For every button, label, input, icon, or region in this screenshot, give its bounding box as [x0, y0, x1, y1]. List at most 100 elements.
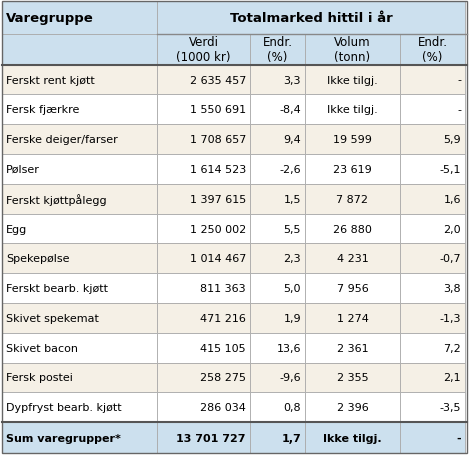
Text: 13 701 727: 13 701 727 — [176, 433, 246, 443]
Text: -5,1: -5,1 — [439, 165, 461, 175]
Text: -9,6: -9,6 — [280, 373, 301, 383]
Bar — [2, 95, 157, 125]
Text: Spekepølse: Spekepølse — [6, 254, 69, 264]
Bar — [305, 125, 400, 155]
Text: 5,5: 5,5 — [283, 224, 301, 234]
Bar — [2, 2, 157, 35]
Text: 5,0: 5,0 — [283, 283, 301, 293]
Bar — [157, 244, 250, 273]
Text: 1 274: 1 274 — [337, 313, 369, 323]
Bar — [250, 35, 305, 66]
Bar — [2, 214, 157, 244]
Text: 5,9: 5,9 — [443, 135, 461, 145]
Bar — [250, 363, 305, 393]
Bar — [157, 95, 250, 125]
Text: Endr.
(%): Endr. (%) — [417, 36, 447, 64]
Bar — [400, 303, 465, 333]
Text: Verdi
(1000 kr): Verdi (1000 kr) — [176, 36, 231, 64]
Bar — [250, 244, 305, 273]
Bar — [157, 184, 250, 214]
Text: 7 872: 7 872 — [336, 194, 369, 204]
Bar — [305, 273, 400, 303]
Text: 258 275: 258 275 — [200, 373, 246, 383]
Text: 1,7: 1,7 — [281, 433, 301, 443]
Text: 23 619: 23 619 — [333, 165, 372, 175]
Text: 7,2: 7,2 — [443, 343, 461, 353]
Text: Pølser: Pølser — [6, 165, 40, 175]
Bar — [400, 422, 465, 453]
Text: Fersk postei: Fersk postei — [6, 373, 73, 383]
Bar — [2, 184, 157, 214]
Text: 811 363: 811 363 — [200, 283, 246, 293]
Bar — [400, 66, 465, 95]
Bar — [157, 125, 250, 155]
Bar — [250, 125, 305, 155]
Bar — [2, 35, 157, 66]
Text: 0,8: 0,8 — [283, 402, 301, 412]
Bar — [250, 273, 305, 303]
Bar — [400, 95, 465, 125]
Bar — [2, 244, 157, 273]
Text: 1,9: 1,9 — [283, 313, 301, 323]
Bar — [2, 66, 157, 95]
Bar — [157, 66, 250, 95]
Bar — [157, 393, 250, 422]
Bar — [400, 155, 465, 184]
Text: 9,4: 9,4 — [283, 135, 301, 145]
Bar — [305, 363, 400, 393]
Text: 1 614 523: 1 614 523 — [190, 165, 246, 175]
Text: Ikke tilgj.: Ikke tilgj. — [323, 433, 382, 443]
Text: 1 014 467: 1 014 467 — [189, 254, 246, 264]
Bar — [250, 303, 305, 333]
Text: 2 361: 2 361 — [337, 343, 368, 353]
Bar — [305, 393, 400, 422]
Text: Egg: Egg — [6, 224, 27, 234]
Text: 1 397 615: 1 397 615 — [190, 194, 246, 204]
Bar — [157, 155, 250, 184]
Text: 1 708 657: 1 708 657 — [189, 135, 246, 145]
Text: Totalmarked hittil i år: Totalmarked hittil i år — [230, 12, 393, 25]
Text: Ferskt kjøttpålegg: Ferskt kjøttpålegg — [6, 193, 106, 205]
Bar — [157, 214, 250, 244]
Bar — [157, 363, 250, 393]
Bar — [400, 273, 465, 303]
Bar — [400, 363, 465, 393]
Bar — [305, 155, 400, 184]
Bar — [305, 66, 400, 95]
Text: Ferske deiger/farser: Ferske deiger/farser — [6, 135, 118, 145]
Bar — [305, 303, 400, 333]
Bar — [400, 244, 465, 273]
Bar — [157, 333, 250, 363]
Bar — [2, 422, 157, 453]
Text: Ikke tilgj.: Ikke tilgj. — [327, 76, 378, 86]
Text: Skivet bacon: Skivet bacon — [6, 343, 78, 353]
Text: -2,6: -2,6 — [280, 165, 301, 175]
Bar — [250, 155, 305, 184]
Text: 286 034: 286 034 — [200, 402, 246, 412]
Text: 19 599: 19 599 — [333, 135, 372, 145]
Text: 3,8: 3,8 — [443, 283, 461, 293]
Text: 2,3: 2,3 — [283, 254, 301, 264]
Bar — [250, 333, 305, 363]
Text: Skivet spekemat: Skivet spekemat — [6, 313, 99, 323]
Bar — [2, 393, 157, 422]
Text: 7 956: 7 956 — [337, 283, 368, 293]
Bar — [400, 35, 465, 66]
Bar — [250, 422, 305, 453]
Text: 471 216: 471 216 — [200, 313, 246, 323]
Bar — [400, 184, 465, 214]
Text: 3,3: 3,3 — [283, 76, 301, 86]
Bar — [2, 125, 157, 155]
Bar — [2, 155, 157, 184]
Text: Ikke tilgj.: Ikke tilgj. — [327, 105, 378, 115]
Text: 13,6: 13,6 — [277, 343, 301, 353]
Text: -: - — [457, 105, 461, 115]
Text: 2 355: 2 355 — [337, 373, 368, 383]
Text: Sum varegrupper*: Sum varegrupper* — [6, 433, 121, 443]
Text: 1,6: 1,6 — [444, 194, 461, 204]
Bar — [305, 244, 400, 273]
Text: 2 635 457: 2 635 457 — [189, 76, 246, 86]
Bar — [400, 393, 465, 422]
Bar — [400, 214, 465, 244]
Bar — [157, 2, 465, 35]
